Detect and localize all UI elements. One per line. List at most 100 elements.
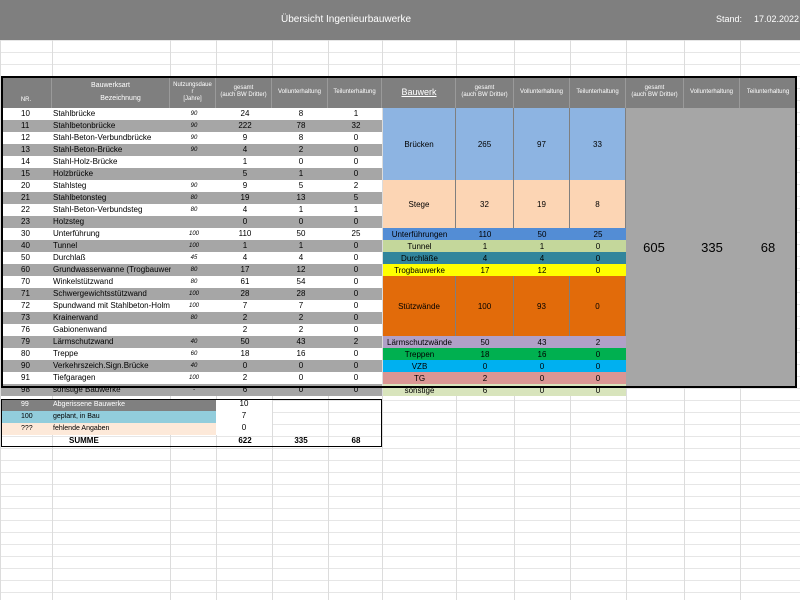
cell-teil: 0 bbox=[353, 289, 359, 298]
lower-gesamt: 7 bbox=[216, 411, 272, 423]
cell-nutz: 80 bbox=[190, 279, 198, 285]
table-row[interactable]: 14 Stahl-Holz-Brücke 1 0 0 bbox=[1, 156, 382, 168]
summary-row[interactable]: Stützwände 100 93 0 bbox=[383, 276, 626, 336]
table-row[interactable]: 13 Stahl-Beton-Brücke 90 4 2 0 bbox=[1, 144, 382, 156]
table-row[interactable]: 79 Lärmschutzwand 40 50 43 2 bbox=[1, 336, 382, 348]
cell-nutz: 80 bbox=[190, 315, 198, 321]
table-row[interactable]: 71 Schwergewichtsstützwand 100 28 28 0 bbox=[1, 288, 382, 300]
summary-row[interactable]: Lärmschutzwände 50 43 2 bbox=[383, 336, 626, 348]
summary-name: Stege bbox=[383, 180, 456, 228]
table-row[interactable]: 72 Spundwand mit Stahlbeton-Holm 100 7 7 0 bbox=[1, 300, 382, 312]
table-row[interactable]: 22 Stahl-Beton-Verbundsteg 80 4 1 1 bbox=[1, 204, 382, 216]
summary-row[interactable]: TG 2 0 0 bbox=[383, 372, 626, 384]
table-row[interactable]: 20 Stahlsteg 90 9 5 2 bbox=[1, 180, 382, 192]
summary-row[interactable]: Trogbauwerke 17 12 0 bbox=[383, 264, 626, 276]
table-row[interactable]: 50 Durchlaß 45 4 4 0 bbox=[1, 252, 382, 264]
table-row[interactable]: 21 Stahlbetonsteg 80 19 13 5 bbox=[1, 192, 382, 204]
summary-voll: 50 bbox=[537, 229, 547, 239]
cell-nr: 71 bbox=[21, 289, 30, 298]
cell-teil: 0 bbox=[353, 265, 359, 274]
table-row[interactable]: 80 Treppe 60 18 16 0 bbox=[1, 348, 382, 360]
table-row[interactable]: 40 Tunnel 100 1 1 0 bbox=[1, 240, 382, 252]
summary-row[interactable]: Brücken 265 97 33 bbox=[383, 108, 626, 180]
summary-teil: 0 bbox=[570, 276, 626, 336]
summary-teil: 0 bbox=[595, 241, 601, 251]
cell-name: Tunnel bbox=[53, 241, 78, 250]
cell-teil: 0 bbox=[353, 277, 359, 286]
table-row[interactable]: 12 Stahl-Beton-Verbundbrücke 90 9 8 0 bbox=[1, 132, 382, 144]
summary-name: Durchläße bbox=[401, 253, 438, 263]
cell-voll: 16 bbox=[296, 349, 306, 358]
total-gesamt: 605 bbox=[643, 240, 665, 255]
total-teil: 68 bbox=[760, 240, 776, 255]
cell-nutz: 80 bbox=[190, 195, 198, 201]
lower-row[interactable]: 100 geplant, in Bau bbox=[1, 411, 217, 423]
table-row[interactable]: 11 Stahlbetonbrücke 90 222 78 32 bbox=[1, 120, 382, 132]
cell-name: Stahlbetonsteg bbox=[53, 193, 107, 202]
header-t-voll: Vollunterhaltung bbox=[684, 76, 740, 108]
summary-teil: 2 bbox=[595, 337, 601, 347]
cell-ges: 4 bbox=[242, 253, 248, 262]
cell-ges: 19 bbox=[240, 193, 250, 202]
summary-row[interactable]: VZB 0 0 0 bbox=[383, 360, 626, 372]
summary-name: Unterführungen bbox=[391, 229, 448, 239]
table-row[interactable]: 10 Stahlbrücke 90 24 8 1 bbox=[1, 108, 382, 120]
summary-row[interactable]: Unterführungen 110 50 25 bbox=[383, 228, 626, 240]
cell-name: Holzbrücke bbox=[53, 169, 94, 178]
cell-name: Stahl-Beton-Verbundsteg bbox=[53, 205, 143, 214]
summary-name: Stützwände bbox=[383, 276, 456, 336]
cell-nutz: 80 bbox=[190, 267, 198, 273]
cell-name: Stahlsteg bbox=[53, 181, 87, 190]
table-row[interactable]: 76 Gabionenwand 2 2 0 bbox=[1, 324, 382, 336]
lower-name: geplant, in Bau bbox=[53, 413, 100, 420]
cell-voll: 1 bbox=[298, 169, 304, 178]
cell-ges: 0 bbox=[242, 217, 248, 226]
header-bauwerksart: Bauwerksart Bezeichnung bbox=[52, 76, 170, 108]
summary-voll: 12 bbox=[537, 265, 547, 275]
lower-row[interactable]: 99 Abgerissene Bauwerke bbox=[1, 399, 217, 411]
cell-voll: 28 bbox=[296, 289, 306, 298]
cell-teil: 2 bbox=[353, 181, 359, 190]
summary-ges: 2 bbox=[482, 373, 488, 383]
summary-row[interactable]: Tunnel 1 1 0 bbox=[383, 240, 626, 252]
lower-row[interactable]: ??? fehlende Angaben bbox=[1, 423, 217, 435]
table-row[interactable]: 90 Verkehrszeich.Sign.Brücke 40 0 0 0 bbox=[1, 360, 382, 372]
cell-nr: 80 bbox=[21, 349, 30, 358]
cell-name: Stahl-Holz-Brücke bbox=[53, 157, 118, 166]
table-row[interactable]: 15 Holzbrücke 5 1 0 bbox=[1, 168, 382, 180]
cell-voll: 54 bbox=[296, 277, 306, 286]
summary-ges: 100 bbox=[456, 276, 514, 336]
summe-row: SUMME 622 335 68 bbox=[1, 435, 382, 447]
cell-teil: 1 bbox=[353, 205, 359, 214]
cell-ges: 6 bbox=[242, 385, 248, 394]
table-row[interactable]: 60 Grundwasserwanne (Trogbauwer 80 17 12 0 bbox=[1, 264, 382, 276]
summary-row[interactable]: Treppen 18 16 0 bbox=[383, 348, 626, 360]
table-row[interactable]: 70 Winkelstützwand 80 61 54 0 bbox=[1, 276, 382, 288]
summary-teil: 0 bbox=[595, 385, 601, 395]
cell-ges: 2 bbox=[242, 313, 248, 322]
cell-voll: 0 bbox=[298, 217, 304, 226]
table-row[interactable]: 23 Holzsteg 0 0 0 bbox=[1, 216, 382, 228]
cell-ges: 5 bbox=[242, 169, 248, 178]
cell-nr: 20 bbox=[21, 181, 30, 190]
table-row[interactable]: 30 Unterführung 100 110 50 25 bbox=[1, 228, 382, 240]
summe-label: SUMME bbox=[69, 436, 99, 445]
cell-voll: 1 bbox=[298, 205, 304, 214]
stand-date: 17.02.2022 bbox=[754, 14, 800, 24]
cell-name: Unterführung bbox=[53, 229, 100, 238]
summary-row[interactable]: Durchläße 4 4 0 bbox=[383, 252, 626, 264]
summe-teil: 68 bbox=[351, 436, 361, 445]
cell-teil: 0 bbox=[353, 241, 359, 250]
table-row[interactable]: 91 Tiefgaragen 100 2 0 0 bbox=[1, 372, 382, 384]
table-row[interactable]: 73 Krainerwand 80 2 2 0 bbox=[1, 312, 382, 324]
header-gesamt: gesamt (auch BW Dritter) bbox=[216, 76, 272, 108]
cell-voll: 5 bbox=[298, 181, 304, 190]
cell-nr: 98 bbox=[21, 385, 30, 394]
cell-name: Tiefgaragen bbox=[53, 373, 96, 382]
cell-teil: 2 bbox=[353, 337, 359, 346]
summary-row[interactable]: Stege 32 19 8 bbox=[383, 180, 626, 228]
cell-voll: 13 bbox=[296, 193, 306, 202]
cell-ges: 2 bbox=[242, 325, 248, 334]
cell-ges: 222 bbox=[238, 121, 252, 130]
cell-name: Gabionenwand bbox=[53, 325, 107, 334]
